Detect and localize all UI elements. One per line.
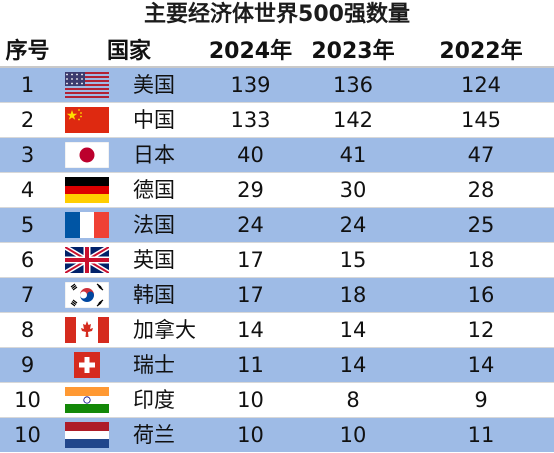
us-flag-icon: [65, 72, 109, 98]
header-country: 国家: [55, 32, 203, 68]
rank-cell: 8: [0, 312, 55, 348]
value-2022-cell: 11: [408, 417, 554, 452]
value-2024-cell: 24: [203, 207, 298, 243]
value-2022-cell: 47: [408, 137, 554, 173]
rank-cell: 2: [0, 102, 55, 138]
value-2023-cell: 30: [298, 172, 408, 208]
country-name: 英国: [133, 248, 175, 272]
value-2024-cell: 139: [203, 66, 298, 103]
table-row: 9 瑞士 11 14 14: [0, 347, 554, 383]
country-name: 瑞士: [133, 353, 175, 377]
country-name: 德国: [133, 178, 175, 202]
value-2024-cell: 17: [203, 242, 298, 278]
rank-cell: 9: [0, 347, 55, 383]
value-2023-cell: 41: [298, 137, 408, 173]
country-name: 日本: [133, 143, 175, 167]
table-row: 5 法国 24 24 25: [0, 207, 554, 243]
value-2023-cell: 8: [298, 382, 408, 418]
cn-flag-icon: [65, 107, 109, 133]
country-cell: 韩国: [55, 277, 203, 313]
value-2023-cell: 24: [298, 207, 408, 243]
gb-flag-icon: [65, 247, 109, 273]
value-2022-cell: 145: [408, 102, 554, 138]
table-row: 3 日本 40 41 47: [0, 137, 554, 173]
country-name: 韩国: [133, 283, 175, 307]
table-row: 8 加拿大 14 14 12: [0, 312, 554, 348]
country-name: 法国: [133, 213, 175, 237]
country-cell: 瑞士: [55, 347, 203, 383]
ch-flag-icon: [74, 352, 100, 378]
jp-flag-icon: [65, 142, 109, 168]
rank-cell: 10: [0, 382, 55, 418]
value-2024-cell: 14: [203, 312, 298, 348]
country-cell: 美国: [55, 66, 203, 103]
table-row: 7 韩国 17 18 16: [0, 277, 554, 313]
country-cell: 荷兰: [55, 417, 203, 452]
fr-flag-icon: [65, 212, 109, 238]
country-name: 中国: [133, 108, 175, 132]
value-2024-cell: 17: [203, 277, 298, 313]
value-2022-cell: 14: [408, 347, 554, 383]
value-2023-cell: 14: [298, 347, 408, 383]
table-row: 4 德国 29 30 28: [0, 172, 554, 208]
value-2024-cell: 10: [203, 382, 298, 418]
value-2023-cell: 18: [298, 277, 408, 313]
header-row: 序号 国家 2024年 2023年 2022年: [0, 32, 554, 68]
country-name: 美国: [133, 73, 175, 97]
value-2023-cell: 15: [298, 242, 408, 278]
rank-cell: 5: [0, 207, 55, 243]
table-row: 10 荷兰 10 10 11: [0, 417, 554, 452]
country-name: 印度: [133, 388, 175, 412]
value-2024-cell: 10: [203, 417, 298, 452]
value-2023-cell: 136: [298, 66, 408, 103]
country-cell: 加拿大: [55, 312, 203, 348]
country-cell: 英国: [55, 242, 203, 278]
value-2024-cell: 40: [203, 137, 298, 173]
country-cell: 中国: [55, 102, 203, 138]
table-row: 10 印度 10 8 9: [0, 382, 554, 418]
table-row: 1 美国 139 136 124: [0, 66, 554, 103]
rank-cell: 7: [0, 277, 55, 313]
country-cell: 德国: [55, 172, 203, 208]
value-2024-cell: 29: [203, 172, 298, 208]
value-2023-cell: 142: [298, 102, 408, 138]
rank-cell: 10: [0, 417, 55, 452]
value-2022-cell: 18: [408, 242, 554, 278]
ranking-table: 序号 国家 2024年 2023年 2022年 1 美国 139 136 124 2 中国 1…: [0, 32, 554, 452]
rank-cell: 1: [0, 66, 55, 103]
header-2023: 2023年: [298, 32, 408, 68]
value-2022-cell: 124: [408, 66, 554, 103]
table-row: 6 英国 17 15 18: [0, 242, 554, 278]
value-2024-cell: 11: [203, 347, 298, 383]
header-rank: 序号: [0, 32, 55, 68]
rank-cell: 3: [0, 137, 55, 173]
de-flag-icon: [65, 177, 109, 203]
ca-flag-icon: [65, 317, 109, 343]
nl-flag-icon: [65, 422, 109, 448]
value-2022-cell: 12: [408, 312, 554, 348]
header-2024: 2024年: [203, 32, 298, 68]
value-2022-cell: 25: [408, 207, 554, 243]
value-2022-cell: 9: [408, 382, 554, 418]
country-name: 荷兰: [133, 423, 175, 447]
value-2022-cell: 28: [408, 172, 554, 208]
kr-flag-icon: [65, 282, 109, 308]
value-2023-cell: 10: [298, 417, 408, 452]
country-cell: 日本: [55, 137, 203, 173]
rank-cell: 6: [0, 242, 55, 278]
in-flag-icon: [65, 387, 109, 413]
value-2023-cell: 14: [298, 312, 408, 348]
country-name: 加拿大: [133, 318, 196, 342]
value-2022-cell: 16: [408, 277, 554, 313]
rank-cell: 4: [0, 172, 55, 208]
country-cell: 印度: [55, 382, 203, 418]
page-title: 主要经济体世界500强数量: [144, 2, 410, 27]
country-cell: 法国: [55, 207, 203, 243]
value-2024-cell: 133: [203, 102, 298, 138]
table-row: 2 中国 133 142 145: [0, 102, 554, 138]
header-2022: 2022年: [408, 32, 554, 68]
